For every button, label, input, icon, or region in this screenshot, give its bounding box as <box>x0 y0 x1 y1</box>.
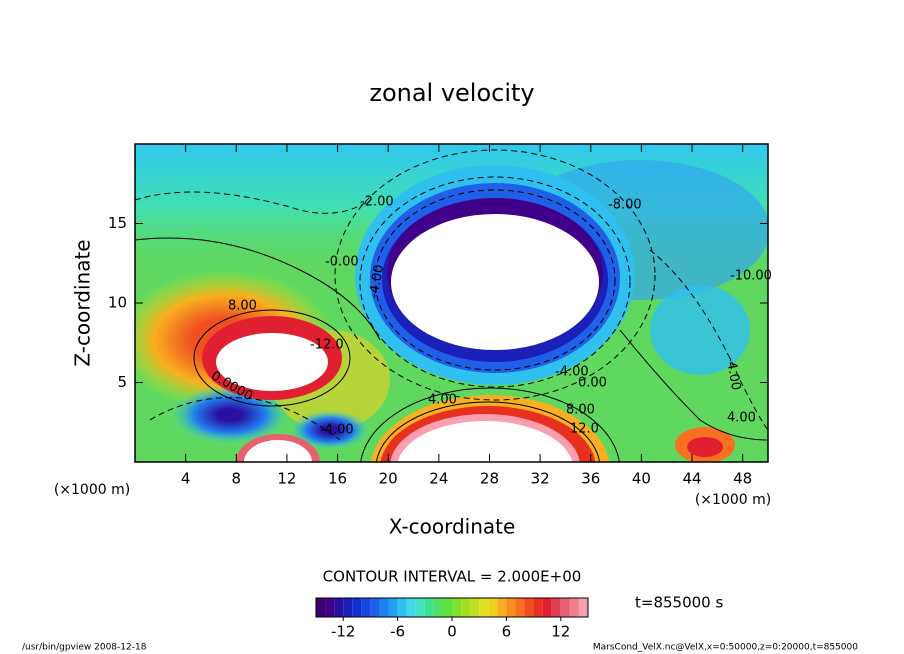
x-tick-label: 32 <box>531 470 550 488</box>
footer-left: /usr/bin/gpview 2008-12-18 <box>22 643 147 653</box>
colorbar-cell <box>442 598 452 617</box>
x-axis-label: X-coordinate <box>389 515 516 539</box>
colorbar-cell <box>424 598 434 617</box>
contour-label: 0.00 <box>578 376 607 391</box>
footer-right: MarsCond_VelX.nc@VelX,x=0:50000,z=0:2000… <box>593 643 858 653</box>
contour-label: -4.00 <box>367 264 388 300</box>
contour-label: -4.00 <box>320 423 354 438</box>
colorbar-cell <box>578 598 588 617</box>
contour-label: 8.00 <box>228 299 257 314</box>
colorbar-tick-label: 6 <box>502 623 512 641</box>
x-tick-label: 4 <box>181 470 191 488</box>
contour-label: 8.00 <box>566 403 595 418</box>
x-tick-label: 44 <box>682 470 701 488</box>
contour-label: -2.00 <box>360 195 394 210</box>
colorbar-cell <box>497 598 507 617</box>
colorbar-tick-label: -12 <box>331 623 356 641</box>
time-label: t=855000 s <box>635 594 723 612</box>
colorbar-cell <box>461 598 471 617</box>
colorbar-cell <box>515 598 525 617</box>
x-tick-label: 24 <box>429 470 448 488</box>
colorbar-cell <box>452 598 462 617</box>
colorbar-cell <box>433 598 443 617</box>
colorbar-tick-label: 12 <box>551 623 570 641</box>
x-unit: (×1000 m) <box>54 482 130 498</box>
y-tick-label: 15 <box>108 214 127 232</box>
contour-label: -8.00 <box>608 198 642 213</box>
contour-field <box>135 144 768 462</box>
contour-label: 12.0 <box>570 422 599 437</box>
contour-label: -4.00 <box>723 356 744 392</box>
x-tick-label: 12 <box>277 470 296 488</box>
x-unit: (×1000 m) <box>695 492 771 508</box>
colorbar-cell <box>560 598 570 617</box>
contour-interval: CONTOUR INTERVAL = 2.000E+00 <box>323 568 582 586</box>
colorbar-tick-label: -6 <box>390 623 405 641</box>
colorbar-cell <box>334 598 344 617</box>
colorbar-cell <box>470 598 480 617</box>
y-axis-label: Z-coordinate <box>71 239 95 366</box>
colorbar-cell <box>479 598 489 617</box>
colorbar-cell <box>343 598 353 617</box>
x-tick-label: 20 <box>379 470 398 488</box>
colorbar-cell <box>397 598 407 617</box>
contour-label: 4.00 <box>727 411 756 426</box>
x-tick-label: 16 <box>328 470 347 488</box>
colorbar-cell <box>379 598 389 617</box>
colorbar-cell <box>316 598 326 617</box>
colorbar-cell <box>524 598 534 617</box>
x-tick-label: 28 <box>480 470 499 488</box>
colorbar-cell <box>488 598 498 617</box>
contour-label: -12.0 <box>310 338 344 353</box>
chart-title: zonal velocity <box>369 79 534 107</box>
contour-label: -0.00 <box>325 255 359 270</box>
colorbar-cell <box>325 598 335 617</box>
x-tick-label: 40 <box>632 470 651 488</box>
contour-label: -10.00 <box>730 269 772 284</box>
colorbar-cell <box>406 598 416 617</box>
x-tick-label: 8 <box>232 470 242 488</box>
colorbar-cell <box>506 598 516 617</box>
colorbar-cell <box>361 598 371 617</box>
colorbar-cell <box>352 598 362 617</box>
colorbar-cell <box>569 598 579 617</box>
colorbar-cell <box>415 598 425 617</box>
colorbar-cell <box>551 598 561 617</box>
colorbar-cell <box>542 598 552 617</box>
y-tick-label: 10 <box>108 294 127 312</box>
colorbar-cell <box>388 598 398 617</box>
contour-label: 4.00 <box>428 393 457 408</box>
contour-label: -4.00 <box>555 365 589 380</box>
y-tick-label: 5 <box>117 373 127 391</box>
x-tick-label: 36 <box>581 470 600 488</box>
colorbar-tick-label: 0 <box>447 623 457 641</box>
colorbar-cell <box>370 598 380 617</box>
x-tick-label: 48 <box>733 470 752 488</box>
colorbar-cell <box>533 598 543 617</box>
